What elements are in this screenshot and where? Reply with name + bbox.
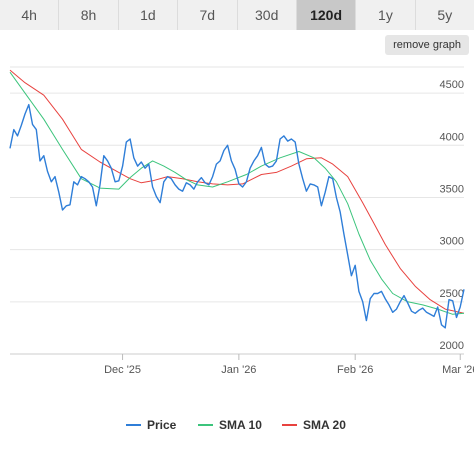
y-tick-label: 3000 <box>440 236 464 248</box>
y-tick-label: 3500 <box>440 183 464 195</box>
tab-5y[interactable]: 5y <box>415 0 474 30</box>
tab-30d[interactable]: 30d <box>237 0 297 30</box>
price-chart: 2000 2500 3000 3500 4000 4500 Dec '25 Jan '26 F… <box>9 66 474 432</box>
y-tick-label: 4500 <box>440 79 464 91</box>
y-axis-ticks: 2000 2500 3000 3500 4000 4500 <box>440 79 464 352</box>
x-tick-label: Jan '26 <box>221 364 256 376</box>
y-tick-label: 2000 <box>440 340 464 352</box>
price-line <box>9 103 465 329</box>
chart-grid <box>10 66 464 355</box>
tab-4h[interactable]: 4h <box>0 0 60 30</box>
remove-graph-button[interactable]: remove graph <box>385 35 469 55</box>
x-tick-label: Mar '26 <box>442 364 474 376</box>
tab-1y[interactable]: 1y <box>356 0 416 30</box>
price-legend-label[interactable]: Price <box>147 418 177 432</box>
y-tick-label: 4000 <box>440 131 464 143</box>
chart-legend: Price SMA 10 SMA 20 <box>126 418 346 432</box>
sma20-line <box>9 69 465 314</box>
sma20-legend-label[interactable]: SMA 20 <box>303 418 346 432</box>
sma10-line <box>9 71 465 315</box>
tab-1d[interactable]: 1d <box>118 0 179 30</box>
timeframe-tabs: 4h 8h 1d 7d 30d 120d 1y 5y <box>0 0 474 30</box>
y-tick-label: 2500 <box>440 288 464 300</box>
tab-120d[interactable]: 120d <box>296 0 357 30</box>
tab-7d[interactable]: 7d <box>178 0 238 30</box>
sma10-legend-label[interactable]: SMA 10 <box>219 418 262 432</box>
x-tick-label: Dec '25 <box>104 364 141 376</box>
tab-8h[interactable]: 8h <box>59 0 119 30</box>
x-tick-label: Feb '26 <box>337 364 373 376</box>
x-axis-ticks: Dec '25 Jan '26 Feb '26 Mar '26 <box>10 353 474 376</box>
chart-lines <box>9 69 465 329</box>
